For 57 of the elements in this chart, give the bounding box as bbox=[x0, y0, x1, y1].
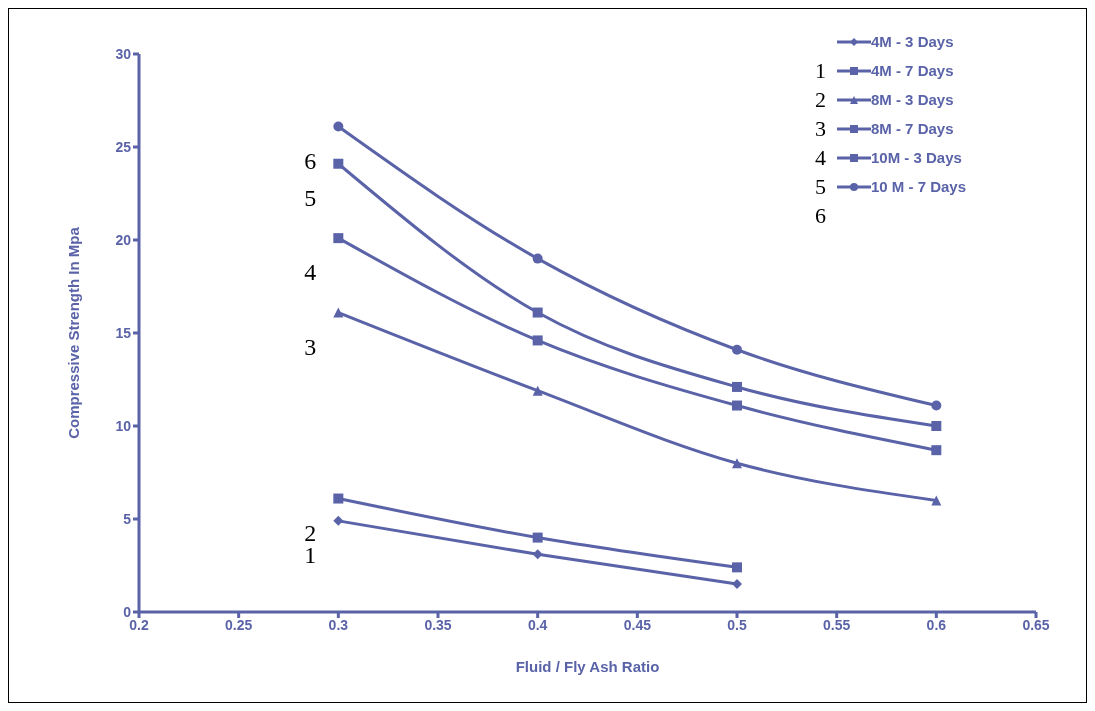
y-tick-label: 15 bbox=[115, 324, 132, 341]
annotation: 1 bbox=[814, 57, 827, 84]
annotation: 3 bbox=[304, 333, 317, 360]
annotation: 5 bbox=[814, 173, 827, 200]
annotation: 6 bbox=[304, 147, 317, 174]
point bbox=[732, 579, 742, 590]
point bbox=[732, 458, 742, 469]
annotation: 3 bbox=[814, 115, 827, 142]
point bbox=[732, 344, 742, 355]
point bbox=[732, 381, 742, 392]
x-tick-label: 0.55 bbox=[823, 616, 851, 633]
annotation: 4 bbox=[814, 144, 827, 171]
point bbox=[532, 307, 543, 318]
y-tick-label: 25 bbox=[115, 138, 132, 155]
point bbox=[532, 385, 543, 396]
annotation: 5 bbox=[304, 184, 317, 211]
x-tick-label: 0.5 bbox=[727, 616, 747, 633]
point bbox=[333, 515, 344, 526]
annotation: 6 bbox=[814, 202, 827, 229]
point bbox=[732, 400, 742, 411]
x-tick-label: 0.2 bbox=[129, 616, 149, 633]
point bbox=[931, 400, 942, 411]
x-tick-label: 0.45 bbox=[623, 616, 652, 633]
x-tick-label: 0.3 bbox=[328, 616, 349, 633]
legend-label: 8M - 3 Days bbox=[870, 91, 954, 108]
point bbox=[333, 158, 344, 169]
y-tick-label: 30 bbox=[115, 45, 132, 62]
x-tick-label: 0.6 bbox=[926, 616, 947, 633]
x-tick-label: 0.4 bbox=[527, 616, 548, 633]
point bbox=[931, 421, 942, 431]
legend-label: 8M - 7 Days bbox=[870, 120, 954, 137]
y-tick-label: 10 bbox=[115, 417, 132, 434]
x-tick-label: 0.35 bbox=[424, 616, 452, 633]
point bbox=[333, 121, 344, 132]
y-axis-title: Compressive Strength In Mpa bbox=[65, 226, 83, 439]
legend-label: 10M - 3 Days bbox=[870, 149, 962, 166]
point bbox=[532, 532, 543, 543]
y-tick-label: 20 bbox=[115, 231, 132, 248]
x-tick-label: 0.65 bbox=[1022, 616, 1050, 633]
point bbox=[532, 253, 543, 264]
point bbox=[732, 562, 742, 573]
x-tick-label: 0.25 bbox=[225, 616, 253, 633]
x-axis-title: Fluid / Fly Ash Ratio bbox=[515, 658, 660, 675]
annotation: 4 bbox=[304, 259, 317, 286]
legend-label: 10 M - 7 Days bbox=[870, 178, 966, 195]
point bbox=[532, 549, 543, 560]
y-tick-label: 0 bbox=[123, 603, 132, 620]
legend-label: 4M - 3 Days bbox=[870, 33, 954, 50]
point bbox=[931, 495, 942, 506]
point bbox=[532, 335, 543, 346]
y-tick-label: 5 bbox=[123, 510, 132, 527]
point bbox=[931, 445, 942, 456]
annotation: 2 bbox=[814, 86, 827, 113]
legend-label: 4M - 7 Days bbox=[870, 62, 954, 79]
point bbox=[333, 493, 344, 504]
point bbox=[333, 233, 344, 244]
point bbox=[333, 307, 344, 318]
